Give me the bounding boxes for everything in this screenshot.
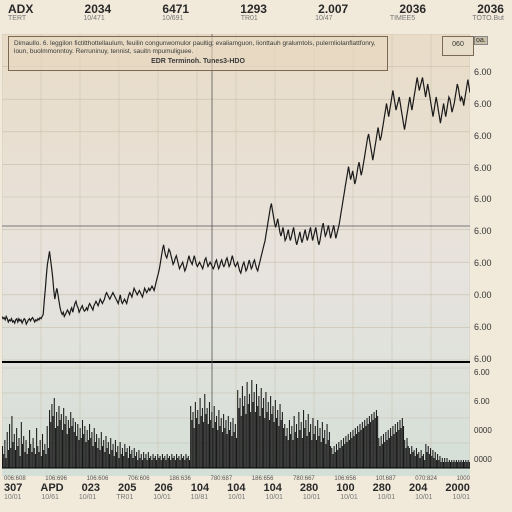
header-sublabels-row: TERT 10/471 10/691 TR01 10/47 TIMEE5 TOTO.But [8,15,504,22]
footer-sublabel: 10/01 [4,494,22,501]
footer-label: APD [40,482,63,494]
footer-sublabel: 10/01 [265,494,283,501]
header-label: 6471 [162,2,189,16]
header-sublabel: 10/47 [315,15,333,22]
footer-sublabel: 10/81 [191,494,209,501]
volume-tick: 0000 [474,455,510,464]
price-tick: 6.00 [474,322,510,332]
price-tick: 6.00 [474,194,510,204]
price-marker: oa. [474,36,488,45]
footer-label: 100 [336,482,354,494]
footer-label: 104 [191,482,209,494]
terminal-chart-root: ADX 2034 6471 1293 2.007 2036 2036 TERT 10/471 1… [0,0,512,512]
price-tick: 6.00 [474,131,510,141]
header-sublabel: 10/471 [83,15,104,22]
footer-labels-row: 307 APD 023 205 206 104 104 104 280 100 280 204 2000 [0,482,474,494]
header-labels-row: ADX 2034 6471 1293 2.007 2036 2036 [8,2,504,16]
volume-tick: 0000 [474,426,510,435]
header-sublabel: TR01 [241,15,258,22]
price-volume-chart[interactable] [2,34,470,476]
footer-label: 023 [82,482,100,494]
footer-sublabel: 10/01 [228,494,246,501]
info-description: Dimaullo. 6. leggilon fictitthottellaulu… [14,40,382,56]
volume-tick: 6.00 [474,368,510,377]
footer-label: 104 [264,482,282,494]
footer-sublabel: 10/01 [153,494,171,501]
header-sublabel: 10/691 [162,15,183,22]
price-tick: 6.00 [474,163,510,173]
footer-label: 206 [154,482,172,494]
footer-bar: 006:608106:696106:606706:606186:636780:6… [0,476,474,512]
price-tick: 6.00 [474,258,510,268]
header-label: 2036 [399,2,426,16]
footer-label: 204 [409,482,427,494]
header-label: 2.007 [318,2,348,16]
footer-label: 280 [373,482,391,494]
footer-label: 205 [118,482,136,494]
footer-sublabel: 10/01 [378,494,396,501]
footer-sublabels-row: 10/01 10/61 10/01 TR01 10/01 10/81 10/01 10/01 1… [0,494,474,501]
header-sublabel: TERT [8,15,26,22]
footer-sublabel: TR01 [116,494,133,501]
footer-label: 280 [300,482,318,494]
header-bar: ADX 2034 6471 1293 2.007 2036 2036 TERT 10/471 1… [0,0,512,36]
footer-sublabel: 10/01 [79,494,97,501]
price-tick: 6.00 [474,226,510,236]
price-tick: 6.00 [474,354,510,364]
price-tick: 6.00 [474,67,510,77]
footer-sublabel: 10/01 [340,494,358,501]
price-y-axis: oa. 6.00 6.00 6.00 6.00 6.00 6.00 6.00 0.00 6.00 6… [472,34,512,364]
footer-sublabel: 10/01 [415,494,433,501]
volume-tick: 6.00 [474,397,510,406]
footer-sublabel: 10/01 [452,494,470,501]
price-tick: 0.00 [474,290,510,300]
price-tick: 6.00 [474,99,510,109]
header-sublabel: TOTO.But [472,15,504,22]
footer-sublabel: 10/61 [41,494,59,501]
footer-label: 2000 [445,482,469,494]
footer-label: 104 [227,482,245,494]
header-label: ADX [8,2,33,16]
instrument-info-box: Dimaullo. 6. leggilon fictitthottellaulu… [8,36,388,71]
info-side-value: 060 [442,36,474,56]
header-label: 2036 [477,2,504,16]
volume-y-axis: 6.00 6.00 0000 0000 [472,368,512,464]
footer-label: 307 [4,482,22,494]
header-sublabel: TIMEE5 [390,15,415,22]
footer-sublabel: 10/01 [303,494,321,501]
header-label: 2034 [85,2,112,16]
info-title: EDR Terminoh. Tunes3-HDO [14,58,382,67]
header-label: 1293 [240,2,267,16]
